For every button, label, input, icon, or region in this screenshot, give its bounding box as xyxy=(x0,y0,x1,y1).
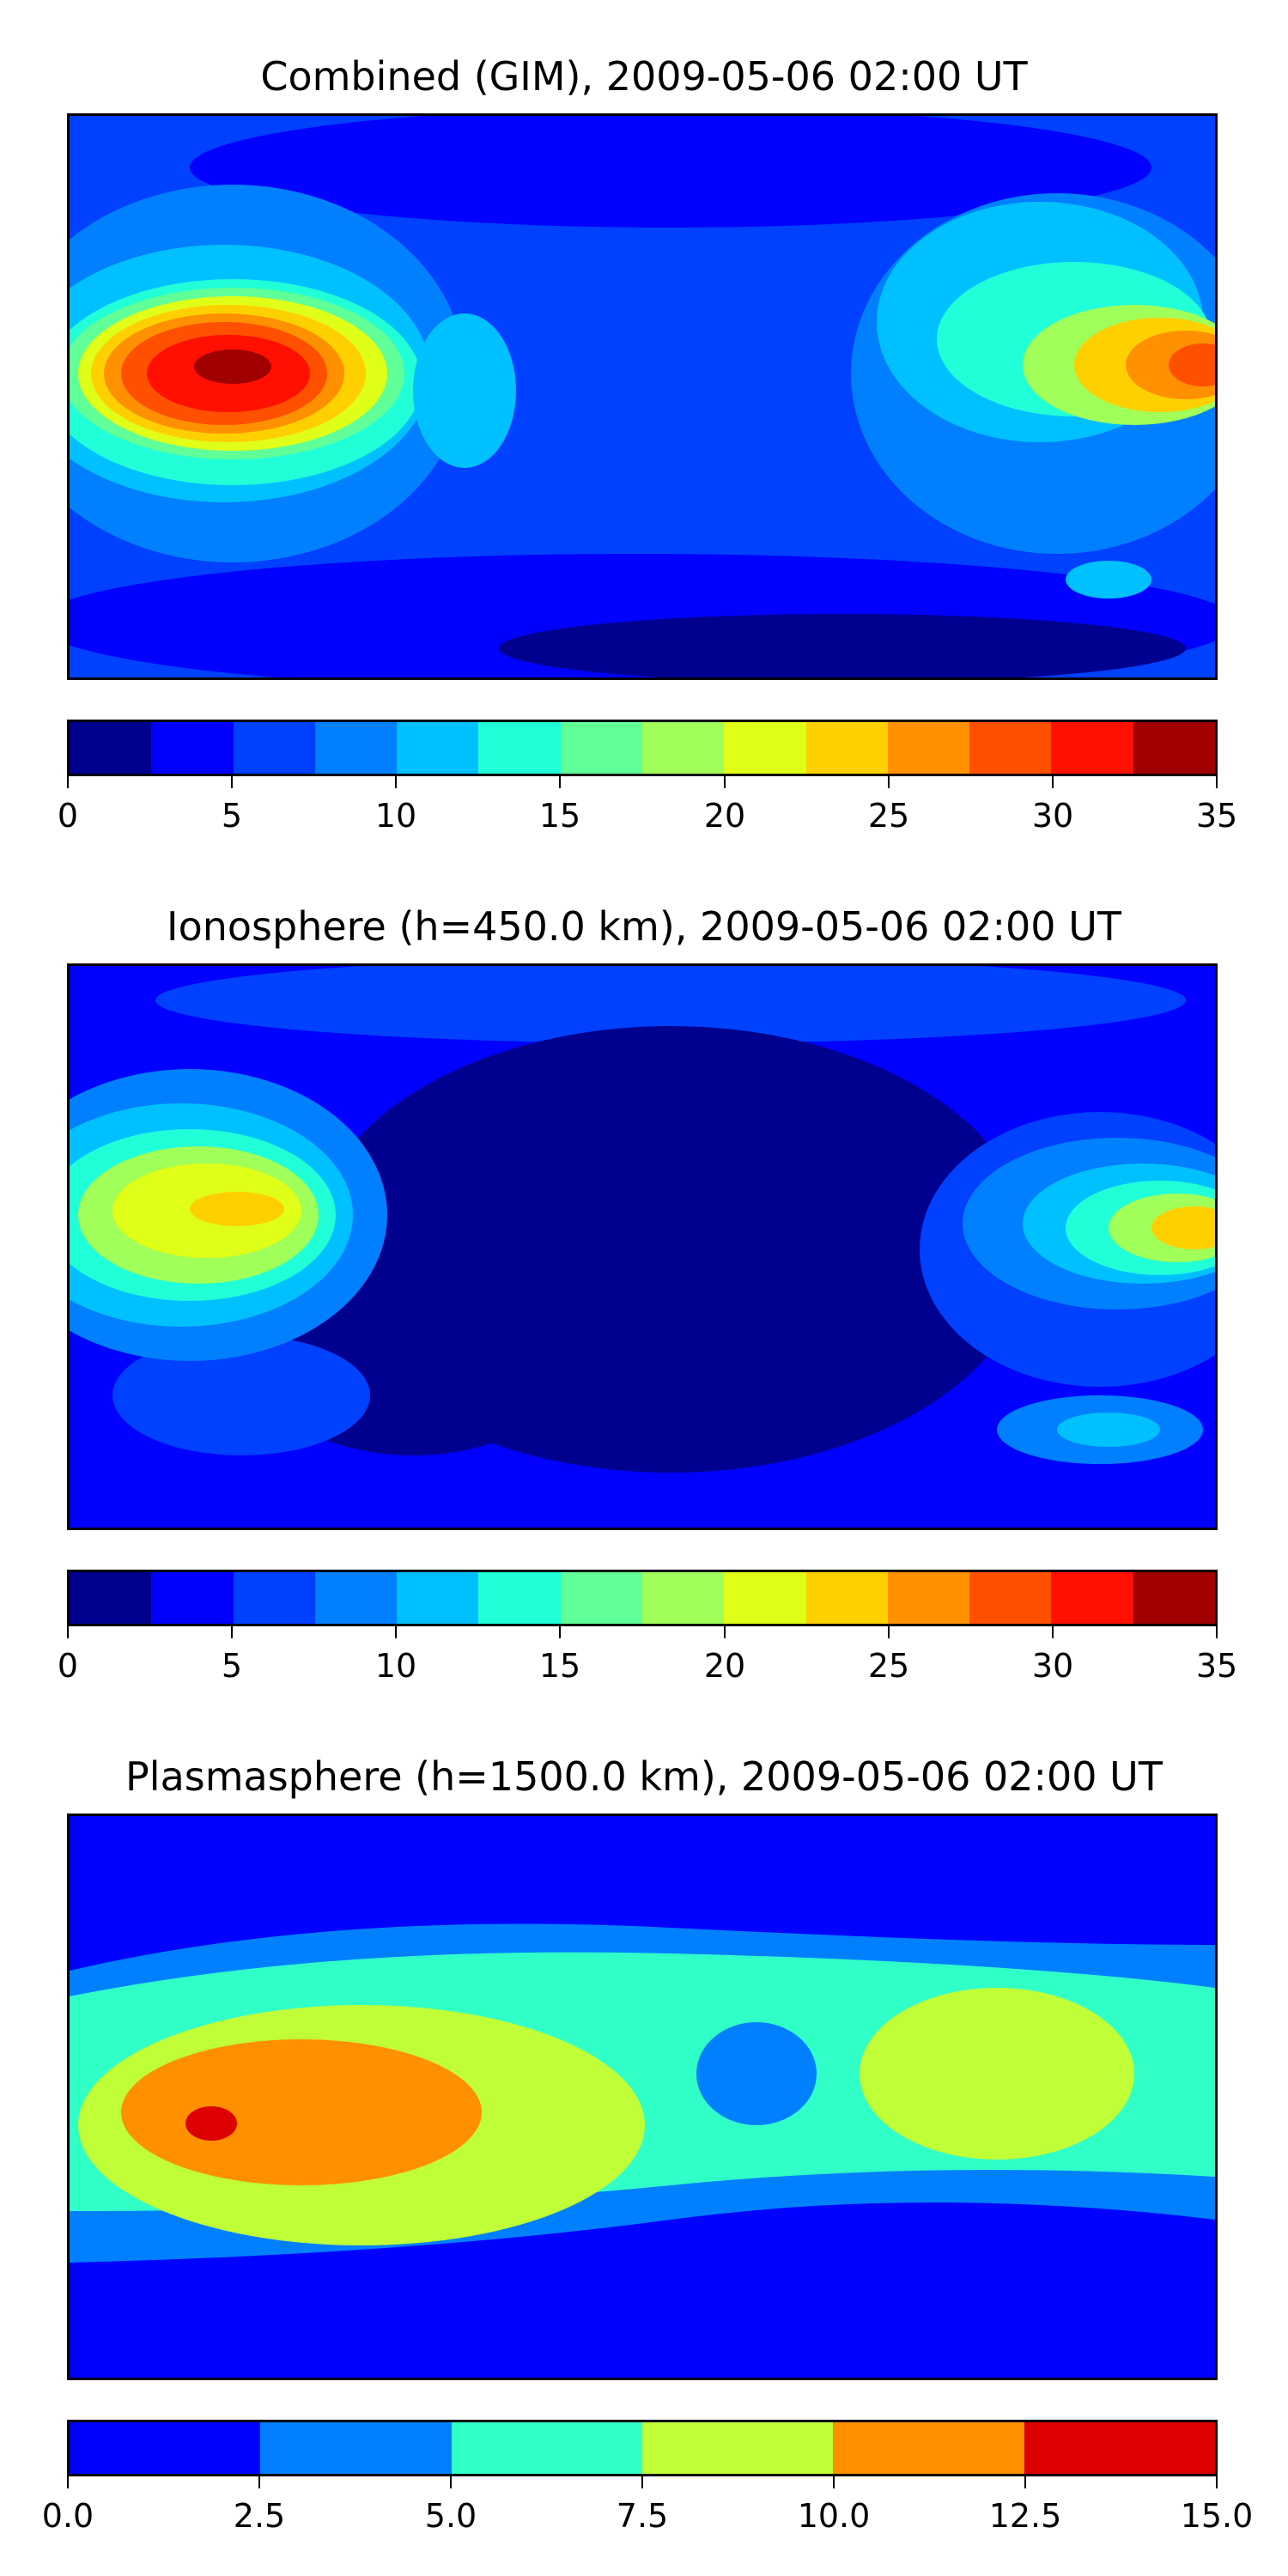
panel-1-title: Combined (GIM), 2009-05-06 02:00 UT xyxy=(260,53,1028,100)
colorbar-segment xyxy=(451,2422,642,2474)
panel-3-map xyxy=(67,1814,1218,2380)
colorbar-tick-label: 12.5 xyxy=(988,2497,1062,2535)
colorbar-segment xyxy=(641,1572,725,1624)
colorbar-tick-label: 30 xyxy=(1031,797,1074,835)
colorbar-segment xyxy=(233,722,315,774)
colorbar-segment xyxy=(641,2422,834,2474)
colorbar-tick-label: 5 xyxy=(221,1647,243,1685)
colorbar-segment xyxy=(397,1572,479,1624)
colorbar-tick-label: 0.0 xyxy=(41,2497,94,2535)
panel-2-title: Ionosphere (h=450.0 km), 2009-05-06 02:0… xyxy=(167,903,1121,950)
colorbar-segment xyxy=(805,1572,888,1624)
colorbar-segment xyxy=(560,722,642,774)
panel-3-colorbar xyxy=(67,2420,1218,2476)
colorbar-tick-mark xyxy=(67,2476,69,2488)
colorbar-segment xyxy=(833,2422,1024,2474)
colorbar-tick-mark xyxy=(1052,776,1054,788)
colorbar-tick-mark xyxy=(1216,1626,1218,1638)
colorbar-tick-mark xyxy=(1024,2476,1026,2488)
colorbar-tick-mark xyxy=(1216,2476,1218,2488)
colorbar-tick-mark xyxy=(1052,1626,1054,1638)
colorbar-segment xyxy=(314,1572,398,1624)
panel-2-colorbar-ticks: 0 5 10 15 20 25 30 35 xyxy=(58,1626,1237,1685)
panel-1-colorbar xyxy=(67,720,1218,776)
colorbar-segment xyxy=(233,1572,315,1624)
colorbar-tick-label: 15 xyxy=(538,797,581,835)
colorbar-tick-mark xyxy=(724,1626,726,1638)
colorbar-segment xyxy=(397,722,479,774)
panel-3-map-svg xyxy=(70,1816,1215,2378)
colorbar-tick-label: 25 xyxy=(867,797,910,835)
colorbar-tick-label: 35 xyxy=(1195,797,1238,835)
colorbar-tick-mark xyxy=(231,1626,233,1638)
colorbar-tick-mark xyxy=(258,2476,260,2488)
colorbar-segment xyxy=(314,722,398,774)
colorbar-tick-label: 25 xyxy=(867,1647,910,1685)
colorbar-segment xyxy=(1051,722,1133,774)
colorbar-tick-label: 10 xyxy=(374,797,417,835)
colorbar-segment xyxy=(70,2422,261,2474)
colorbar-tick-mark xyxy=(395,776,397,788)
panel-2-map-svg xyxy=(70,966,1215,1528)
colorbar-segment xyxy=(70,1572,152,1624)
colorbar-tick-label: 10.0 xyxy=(797,2497,871,2535)
colorbar-tick-mark xyxy=(888,1626,890,1638)
colorbar-segment xyxy=(478,722,561,774)
colorbar-tick-label: 15 xyxy=(538,1647,581,1685)
panel-2-colorbar xyxy=(67,1570,1218,1626)
colorbar-segment xyxy=(70,722,152,774)
panel-3-title: Plasmasphere (h=1500.0 km), 2009-05-06 0… xyxy=(125,1753,1163,1800)
colorbar-segment xyxy=(724,722,806,774)
colorbar-tick-mark xyxy=(833,2476,835,2488)
panel-1-map-svg xyxy=(70,116,1215,677)
colorbar-segment xyxy=(724,1572,806,1624)
colorbar-tick-label: 30 xyxy=(1031,1647,1074,1685)
panel-1-colorbar-ticks: 0 5 10 15 20 25 30 35 xyxy=(58,776,1237,835)
panel-2-map xyxy=(67,963,1218,1530)
colorbar-tick-mark xyxy=(559,776,561,788)
colorbar-tick-label: 20 xyxy=(703,797,746,835)
colorbar-segment xyxy=(260,2422,452,2474)
colorbar-segment xyxy=(887,722,970,774)
colorbar-tick-mark xyxy=(67,1626,69,1638)
colorbar-segment xyxy=(969,1572,1052,1624)
colorbar-tick-label: 35 xyxy=(1195,1647,1238,1685)
colorbar-tick-label: 2.5 xyxy=(233,2497,286,2535)
colorbar-segment xyxy=(151,1572,234,1624)
colorbar-tick-mark xyxy=(231,776,233,788)
colorbar-segment xyxy=(1133,722,1215,774)
colorbar-tick-mark xyxy=(559,1626,561,1638)
panel-1-map xyxy=(67,113,1218,680)
colorbar-tick-mark xyxy=(67,776,69,788)
colorbar-tick-label: 0 xyxy=(57,797,79,835)
colorbar-tick-label: 20 xyxy=(703,1647,746,1685)
colorbar-tick-label: 5 xyxy=(221,797,243,835)
colorbar-segment xyxy=(887,1572,970,1624)
colorbar-tick-label: 0 xyxy=(57,1647,79,1685)
colorbar-tick-mark xyxy=(450,2476,452,2488)
colorbar-segment xyxy=(805,722,888,774)
colorbar-segment xyxy=(969,722,1052,774)
panel-3-colorbar-ticks: 0.0 2.5 5.0 7.5 10.0 12.5 15.0 xyxy=(42,2476,1253,2535)
colorbar-segment xyxy=(151,722,234,774)
colorbar-segment xyxy=(478,1572,561,1624)
colorbar-tick-mark xyxy=(395,1626,397,1638)
colorbar-tick-label: 10 xyxy=(374,1647,417,1685)
colorbar-tick-label: 5.0 xyxy=(424,2497,477,2535)
colorbar-segment xyxy=(1051,1572,1133,1624)
colorbar-segment xyxy=(560,1572,642,1624)
colorbar-segment xyxy=(1024,2422,1215,2474)
colorbar-tick-mark xyxy=(724,776,726,788)
colorbar-segment xyxy=(1133,1572,1215,1624)
colorbar-tick-label: 15.0 xyxy=(1180,2497,1254,2535)
colorbar-tick-mark xyxy=(888,776,890,788)
colorbar-segment xyxy=(641,722,725,774)
colorbar-tick-mark xyxy=(1216,776,1218,788)
colorbar-tick-label: 7.5 xyxy=(616,2497,669,2535)
colorbar-tick-mark xyxy=(641,2476,643,2488)
